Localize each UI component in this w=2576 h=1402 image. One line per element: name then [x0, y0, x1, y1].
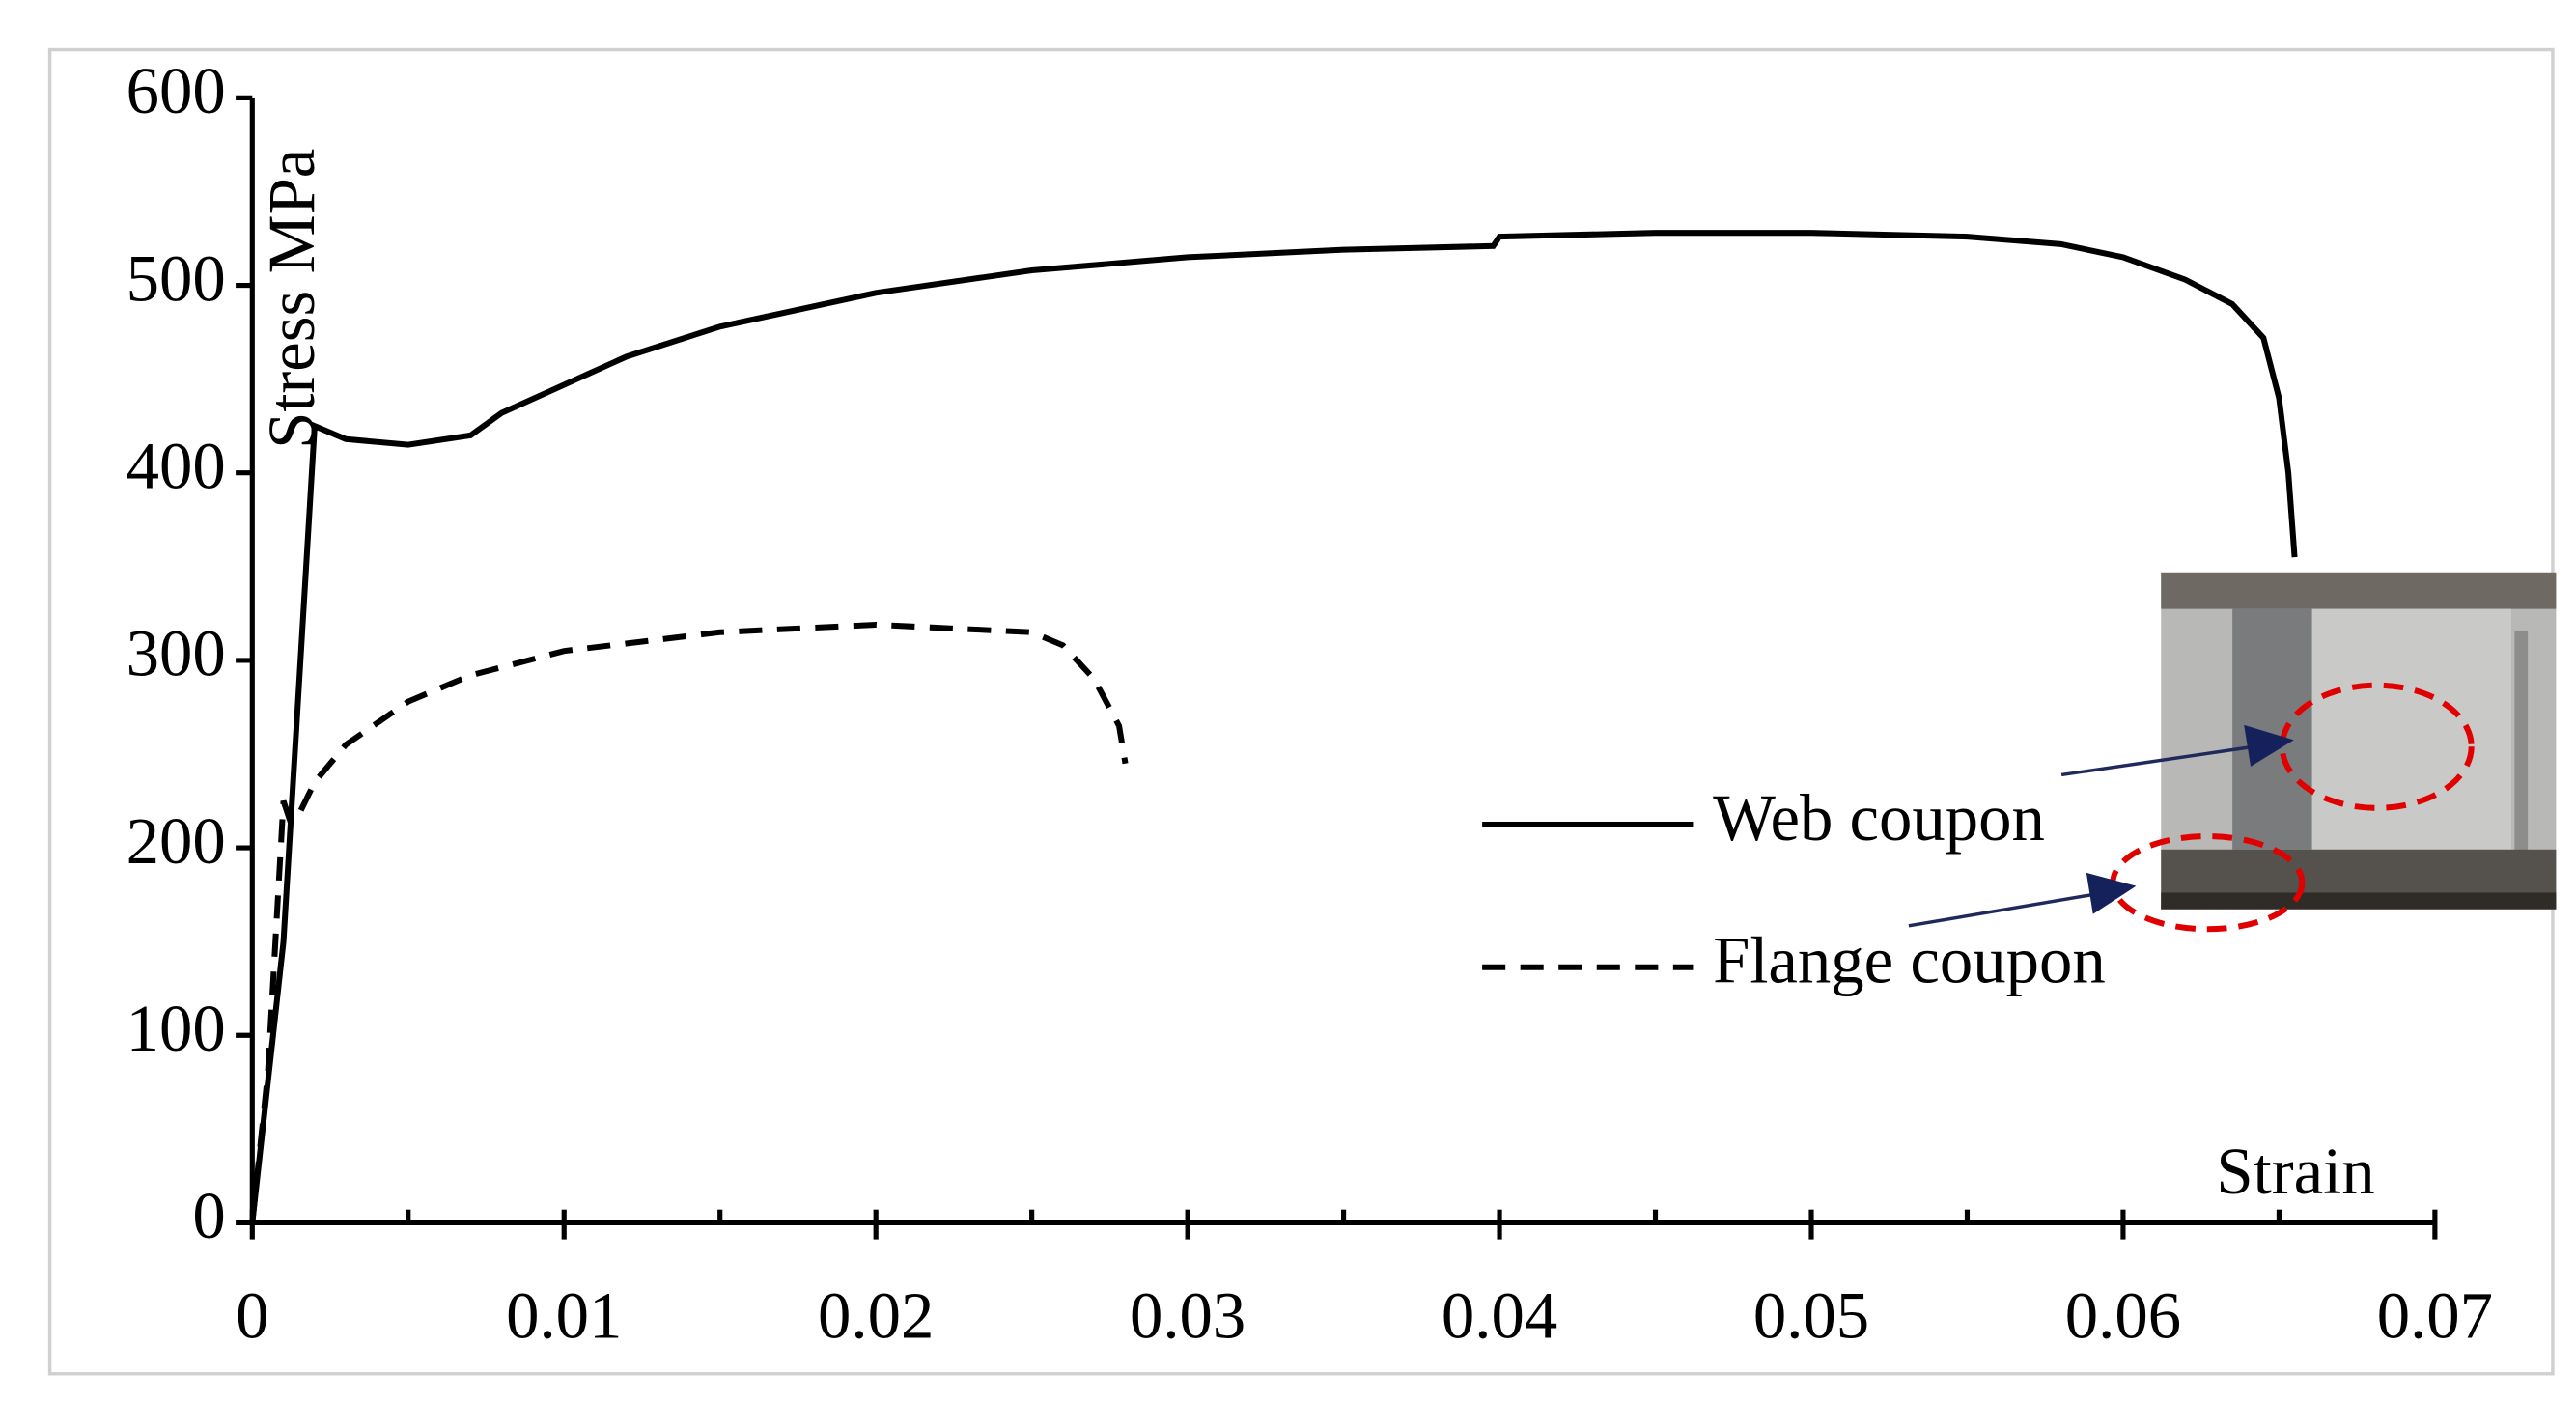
arrow-line [1908, 892, 2095, 928]
x-tick-label: 0.01 [506, 1278, 622, 1352]
y-tick-label: 300 [126, 617, 226, 690]
x-tick-label: 0.06 [2065, 1278, 2181, 1352]
data-line [249, 621, 1129, 1223]
photo-top [2161, 572, 2557, 609]
legend-label: Web coupon [1713, 781, 2045, 855]
legend-label: Flange coupon [1713, 924, 2106, 997]
y-tick-label: 600 [126, 54, 226, 127]
y-axis-label: Stress MPa [255, 149, 328, 449]
arrow-line [2060, 744, 2254, 777]
y-tick-label: 500 [126, 241, 226, 315]
photo-web [2232, 608, 2312, 850]
y-tick-label: 400 [126, 430, 226, 503]
arrow-head [2086, 872, 2137, 914]
data-line [249, 230, 2298, 1223]
x-tick-label: 0.03 [1130, 1278, 1246, 1352]
arrows [1908, 724, 2294, 928]
y-tick-label: 200 [126, 804, 226, 878]
highlight-ellipse [2279, 682, 2475, 811]
photo-base [2161, 892, 2557, 910]
x-tick-label: 0.07 [2377, 1278, 2493, 1352]
x-tick-label: 0.02 [818, 1278, 934, 1352]
photo-edge [2514, 630, 2529, 896]
x-tick-label: 0 [236, 1278, 268, 1352]
x-axis-label: Strain [2216, 1135, 2374, 1208]
inset-photo [2110, 572, 2557, 933]
y-tick-label: 100 [126, 992, 226, 1065]
y-tick-label: 0 [192, 1179, 225, 1252]
x-tick-label: 0.05 [1753, 1278, 1869, 1352]
photo-plate [2311, 608, 2511, 850]
x-tick-label: 0.04 [1442, 1278, 1557, 1352]
arrow-head [2244, 724, 2294, 767]
